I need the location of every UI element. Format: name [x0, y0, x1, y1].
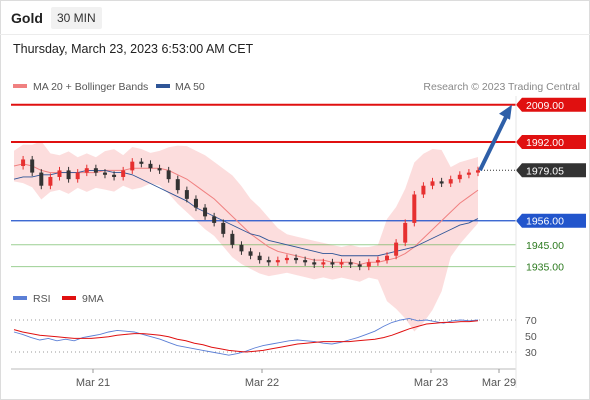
- level-label-1956.00: 1956.00: [526, 216, 564, 228]
- x-axis-ticks: Mar 21 Mar 22 Mar 23 Mar 29: [76, 369, 516, 389]
- candle-body: [339, 262, 344, 265]
- level-tags: 2009.00 1992.00 1979.05 1956.00 1945.00 1935.…: [516, 97, 586, 274]
- candle-body: [203, 207, 208, 217]
- x-tick-label: Mar 29: [482, 377, 516, 389]
- candle-body: [130, 161, 135, 171]
- level-tag-support: [516, 213, 586, 228]
- candle-body: [57, 170, 62, 177]
- candle-body: [93, 168, 98, 173]
- level-label-1979.05: 1979.05: [526, 165, 564, 177]
- x-tick-label: Mar 21: [76, 377, 110, 389]
- candle-body: [348, 262, 353, 265]
- level-label-1945.00: 1945.00: [526, 240, 564, 252]
- candle-body: [66, 170, 71, 180]
- candle-body: [321, 262, 326, 265]
- rsi-ma9-line: [13, 320, 479, 353]
- rsi-tick-label: 70: [525, 315, 537, 327]
- candle-body: [421, 185, 426, 195]
- rsi-legend-label: RSI: [33, 293, 51, 305]
- candles: [21, 155, 480, 271]
- candle-body: [476, 170, 480, 173]
- x-tick-label: Mar 22: [245, 377, 279, 389]
- candle-body: [439, 181, 444, 184]
- candle-body: [248, 251, 253, 256]
- candle-body: [394, 242, 399, 256]
- candle-body: [139, 161, 144, 164]
- candle-body: [430, 181, 435, 186]
- candle-body: [102, 172, 107, 175]
- x-tick-label: Mar 23: [414, 377, 448, 389]
- projection-arrow-head: [499, 104, 512, 120]
- candle-body: [403, 222, 408, 243]
- candle-body: [303, 260, 308, 263]
- level-tag-resistance: [516, 97, 586, 112]
- candle-body: [448, 179, 453, 184]
- level-label-1992.00: 1992.00: [526, 137, 564, 149]
- candle-body: [157, 168, 162, 171]
- ma20-legend-swatch: [13, 84, 27, 88]
- candle-body: [175, 179, 180, 191]
- instrument-title: Gold: [11, 10, 43, 26]
- candle-body: [330, 262, 335, 265]
- candle-body: [284, 257, 289, 261]
- candle-body: [166, 170, 171, 180]
- rsi-line: [13, 317, 479, 356]
- ma9-legend-label: 9MA: [82, 293, 104, 305]
- level-label-2009.00: 2009.00: [526, 100, 564, 112]
- candle-body: [148, 163, 153, 169]
- candle-body: [412, 194, 417, 223]
- candle-body: [221, 222, 226, 234]
- rsi-legend: RSI 9MA: [13, 293, 104, 305]
- candle-body: [30, 159, 35, 173]
- projection-arrow: [478, 104, 512, 172]
- candle-body: [294, 257, 299, 261]
- candle-body: [257, 255, 262, 261]
- candle-body: [121, 170, 126, 177]
- legend: MA 20 + Bollinger Bands MA 50 Research ©…: [13, 81, 580, 93]
- candle-body: [75, 172, 80, 180]
- rsi-tick-label: 30: [525, 347, 537, 359]
- ma50-line: [13, 169, 479, 257]
- candle-body: [266, 260, 271, 263]
- timeframe-badge[interactable]: 30 MIN: [51, 7, 102, 29]
- candle-body: [375, 260, 380, 263]
- ma50-legend-swatch: [156, 84, 170, 88]
- datetime-label: Thursday, March 23, 2023 6:53:00 AM CET: [13, 42, 254, 56]
- candle-body: [84, 168, 89, 173]
- rsi-panel: 70 50 30: [11, 315, 537, 359]
- candle-body: [193, 198, 198, 208]
- candle-body: [39, 172, 44, 186]
- price-levels: [11, 103, 516, 268]
- candle-body: [112, 174, 117, 177]
- ma20-line: [13, 163, 479, 266]
- credit-label: Research © 2023 Trading Central: [423, 81, 580, 93]
- ma20-legend-label: MA 20 + Bollinger Bands: [33, 81, 148, 93]
- projection-arrow-shaft: [478, 111, 510, 172]
- candle-body: [184, 190, 189, 199]
- candle-body: [312, 262, 317, 265]
- bollinger-band-area: [14, 141, 478, 332]
- rsi-legend-swatch: [13, 296, 27, 300]
- candle-body: [239, 244, 244, 252]
- ma9-legend-swatch: [62, 296, 76, 300]
- candle-body: [48, 176, 53, 186]
- moving-averages: [13, 163, 479, 266]
- candle-body: [457, 174, 462, 180]
- candle-body: [275, 260, 280, 263]
- ma50-legend-label: MA 50: [175, 81, 205, 93]
- candle-body: [385, 255, 390, 261]
- candle-body: [21, 159, 26, 167]
- bollinger-bands: [14, 141, 478, 332]
- candle-body: [230, 233, 235, 245]
- candle-body: [466, 172, 471, 175]
- candle-body: [357, 264, 362, 267]
- rsi-tick-label: 50: [525, 331, 537, 343]
- level-tag-resistance: [516, 134, 586, 149]
- level-label-1935.00: 1935.00: [526, 262, 564, 274]
- header-divider: [0, 34, 590, 35]
- candle-body: [366, 262, 371, 267]
- candle-body: [212, 216, 217, 223]
- level-tag-last: [516, 163, 586, 178]
